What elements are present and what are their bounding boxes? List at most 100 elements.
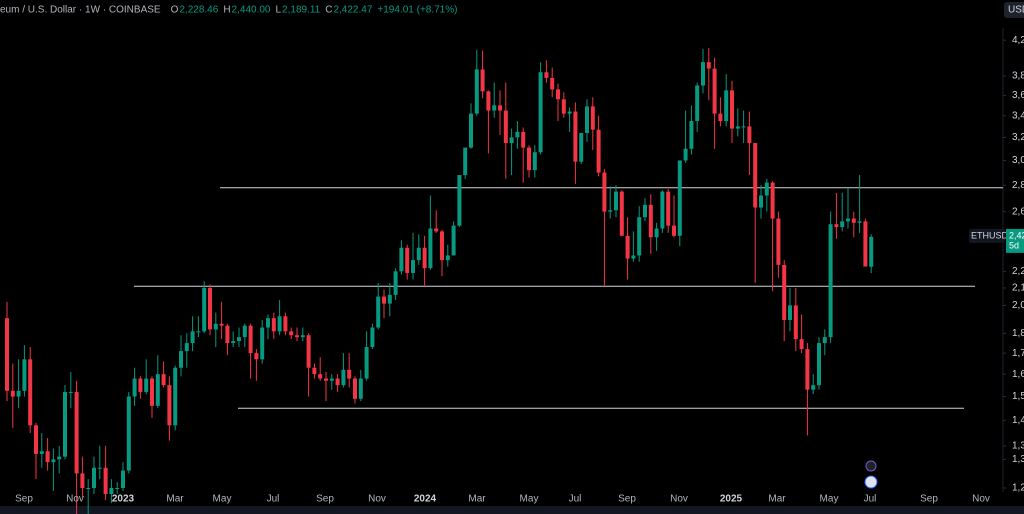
candle-body xyxy=(382,296,386,304)
candle-body xyxy=(509,137,514,144)
candle-body xyxy=(5,318,9,391)
candle-body xyxy=(28,359,33,426)
candle-body xyxy=(248,325,253,354)
candle-body xyxy=(683,148,688,161)
candle-body xyxy=(115,488,120,489)
candle-body xyxy=(370,327,375,348)
candle-body xyxy=(387,294,392,304)
candle-body xyxy=(469,113,473,148)
x-tick-label: Sep xyxy=(618,494,636,505)
candle-body xyxy=(486,91,491,111)
y-tick-label: 1,650 xyxy=(1012,369,1024,380)
candle-body xyxy=(68,391,73,393)
candle-body xyxy=(434,228,439,232)
ohlc-label: L xyxy=(275,5,281,16)
change: +194.01 (+8.71%) xyxy=(377,5,457,16)
candle-body xyxy=(242,325,247,338)
x-tick-label: Nov xyxy=(368,494,386,505)
candle-body xyxy=(724,90,729,122)
candle-body xyxy=(869,236,874,267)
event-icon[interactable] xyxy=(865,460,877,472)
candle-body xyxy=(150,378,154,406)
currency-button[interactable] xyxy=(1004,2,1024,18)
candle-body xyxy=(660,191,665,229)
y-tick-label: 3,200 xyxy=(1012,132,1024,143)
candle-body xyxy=(225,325,230,344)
candle-body xyxy=(457,175,462,226)
candle-body xyxy=(318,374,323,379)
x-tick-label: Sep xyxy=(15,494,33,505)
candle-body xyxy=(811,385,816,390)
candle-body xyxy=(538,72,543,153)
y-tick-label: 1,750 xyxy=(1012,348,1024,359)
candle-body xyxy=(590,106,595,130)
candle-body xyxy=(341,369,346,386)
candle-body xyxy=(718,113,723,122)
candle-body xyxy=(741,126,746,128)
x-tick-label: Sep xyxy=(920,494,938,505)
header: eum / U.S. Dollar · 1W · COINBASE O 2,228… xyxy=(0,5,457,16)
candle-body xyxy=(677,160,682,236)
candle-body xyxy=(80,473,85,488)
x-tick-label: Jul xyxy=(864,494,877,505)
ohlc-value: 2,189.11 xyxy=(282,5,321,16)
y-tick-label: 2,200 xyxy=(1012,266,1024,277)
candle-body xyxy=(822,337,827,344)
candle-body xyxy=(666,191,671,226)
candle-body xyxy=(144,378,149,392)
candle-body xyxy=(764,182,769,196)
y-tick-label: 2,600 xyxy=(1012,206,1024,217)
x-tick-label: May xyxy=(213,494,232,505)
candle-body xyxy=(86,488,91,489)
y-tick-label: 3,600 xyxy=(1012,90,1024,101)
candle-body xyxy=(184,343,189,352)
candle-body xyxy=(857,221,862,223)
candle-body xyxy=(57,456,62,460)
candle-body xyxy=(474,69,479,114)
candle-body xyxy=(103,467,108,495)
candle-body xyxy=(770,182,775,219)
x-tick-label: Sep xyxy=(316,494,334,505)
candle-body xyxy=(445,255,450,261)
candle-body xyxy=(625,235,630,259)
axes: 4,200 3,800 3,600 3,400 3,200 3,000 2,800 2,600… xyxy=(15,35,1024,505)
candle-body xyxy=(167,385,172,426)
candle-body xyxy=(393,271,398,295)
candle-body xyxy=(527,147,531,171)
candle-body xyxy=(851,218,856,223)
candle-body xyxy=(643,204,647,218)
candle-body xyxy=(39,451,44,454)
candle-body xyxy=(16,390,21,397)
candle-body xyxy=(329,378,334,381)
candle-body xyxy=(45,451,50,463)
candle-body xyxy=(515,131,520,138)
currency-button-label[interactable]: USD xyxy=(1008,5,1024,16)
x-tick-label: May xyxy=(820,494,839,505)
price-tag-price: 2,422.47 xyxy=(1009,230,1024,240)
candle-body xyxy=(92,467,96,488)
candle-body xyxy=(492,105,497,111)
candle-body xyxy=(573,111,578,162)
candle-body xyxy=(637,217,642,256)
candle-body xyxy=(440,231,444,261)
bottom-bar xyxy=(0,506,1024,514)
x-tick-label: 2024 xyxy=(414,494,437,505)
candle-body xyxy=(10,390,15,397)
price-tag-box xyxy=(1006,228,1024,253)
candle-body xyxy=(631,255,636,259)
ohlc-value: 2,440.00 xyxy=(232,5,271,16)
event-icon[interactable] xyxy=(864,475,878,489)
ohlc-label: H xyxy=(223,5,230,16)
candle-body xyxy=(155,374,160,406)
candle-body xyxy=(608,210,613,212)
candle-body xyxy=(614,191,618,211)
candle-body xyxy=(654,228,659,238)
y-tick-label: 1,450 xyxy=(1012,415,1024,426)
candle-body xyxy=(353,378,357,399)
y-tick-label: 1,550 xyxy=(1012,391,1024,402)
price-tag-countdown: 5d xyxy=(1009,240,1019,250)
y-tick-label: 3,400 xyxy=(1012,110,1024,121)
candle-body xyxy=(283,316,288,332)
